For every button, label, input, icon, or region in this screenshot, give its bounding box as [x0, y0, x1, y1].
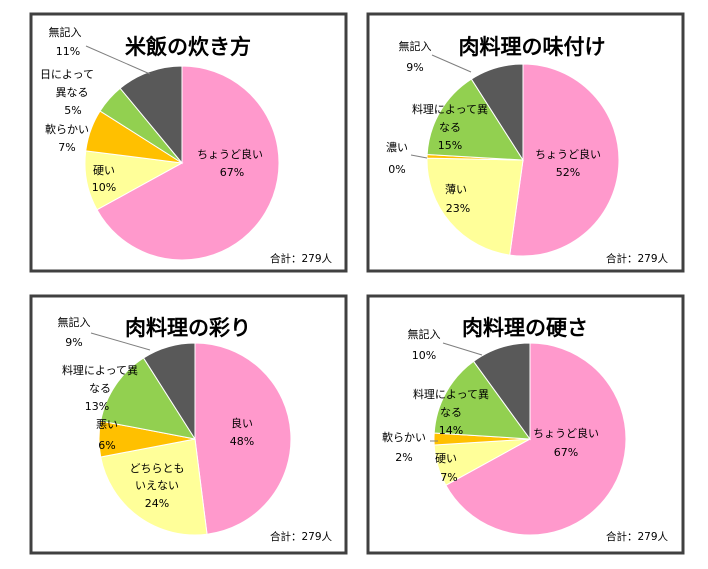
- pie-slice: [426, 78, 524, 161]
- leader-line: [431, 54, 472, 73]
- slice-label: ちょうど良い: [535, 147, 601, 161]
- slice-label: 料理によって異: [62, 363, 138, 377]
- total-count: 合計：279人: [606, 530, 669, 543]
- leader-line: [85, 45, 151, 75]
- pie-slice: [96, 65, 280, 261]
- total-count: 合計：279人: [270, 530, 333, 543]
- slice-label: 良い: [231, 416, 253, 430]
- slice-percent: 9%: [65, 336, 82, 349]
- slice-label: なる: [89, 382, 111, 395]
- slice-label: なる: [439, 121, 461, 134]
- slice-percent: 52%: [556, 166, 580, 179]
- pie-slice: [472, 342, 531, 441]
- slice-label: ちょうど良い: [533, 426, 599, 440]
- slice-label: 日によって: [40, 68, 94, 81]
- slice-percent: 67%: [220, 166, 244, 179]
- slice-percent: 13%: [85, 400, 109, 413]
- total-count: 合計：279人: [606, 252, 669, 265]
- slice-percent: 23%: [446, 202, 470, 215]
- slice-percent: 11%: [56, 45, 80, 58]
- slice-label: 無記入: [58, 315, 91, 329]
- chart-title: 肉料理の彩り: [125, 316, 251, 340]
- pie-slice: [509, 63, 620, 257]
- slice-percent: 6%: [98, 439, 115, 452]
- slice-label: 無記入: [408, 327, 441, 341]
- slice-label: 軟らかい: [382, 430, 426, 444]
- slice-percent: 67%: [554, 446, 578, 459]
- pie-slice: [100, 357, 197, 440]
- leader-line: [410, 154, 428, 159]
- slice-label: 異なる: [56, 86, 89, 99]
- leader-line: [442, 342, 483, 356]
- slice-percent: 9%: [406, 61, 423, 74]
- slice-label: いえない: [135, 479, 179, 492]
- slice-percent: 14%: [439, 424, 463, 437]
- slice-percent: 0%: [388, 163, 405, 176]
- slice-percent: 10%: [412, 349, 436, 362]
- slice-percent: 15%: [438, 139, 462, 152]
- chart-title: 米飯の炊き方: [125, 35, 251, 59]
- slice-percent: 7%: [58, 141, 75, 154]
- slice-label: 薄い: [445, 182, 467, 196]
- pie-slice: [194, 342, 292, 535]
- slice-percent: 48%: [230, 435, 254, 448]
- slice-label: 料理によって異: [412, 102, 488, 116]
- slice-label: 悪い: [96, 418, 118, 431]
- slice-label: 無記入: [49, 25, 82, 39]
- slice-percent: 10%: [92, 181, 116, 194]
- slice-label: 料理によって異: [413, 387, 489, 401]
- slice-percent: 24%: [145, 497, 169, 510]
- slice-label: 硬い: [435, 452, 457, 465]
- slice-percent: 2%: [395, 451, 412, 464]
- pie-slice: [470, 63, 524, 162]
- slice-percent: 7%: [440, 471, 457, 484]
- slice-percent: 5%: [64, 104, 81, 117]
- pie-slice: [119, 65, 183, 165]
- slice-label: 無記入: [399, 39, 432, 53]
- slice-label: 硬い: [93, 164, 115, 177]
- pie-slice: [100, 438, 208, 536]
- slice-label: ちょうど良い: [197, 147, 263, 161]
- pie-slice: [426, 157, 524, 256]
- pie-slice: [142, 342, 196, 441]
- pie-slice: [445, 342, 627, 536]
- chart-title: 肉料理の味付け: [459, 35, 606, 59]
- slice-label: 濃い: [386, 140, 408, 154]
- slice-label: 軟らかい: [45, 122, 89, 136]
- leader-line: [90, 332, 151, 351]
- total-count: 合計：279人: [270, 252, 333, 265]
- chart-title: 肉料理の硬さ: [462, 316, 588, 340]
- slice-label: なる: [440, 406, 462, 419]
- slice-label: どちらとも: [130, 462, 185, 475]
- pie-slice: [433, 360, 532, 440]
